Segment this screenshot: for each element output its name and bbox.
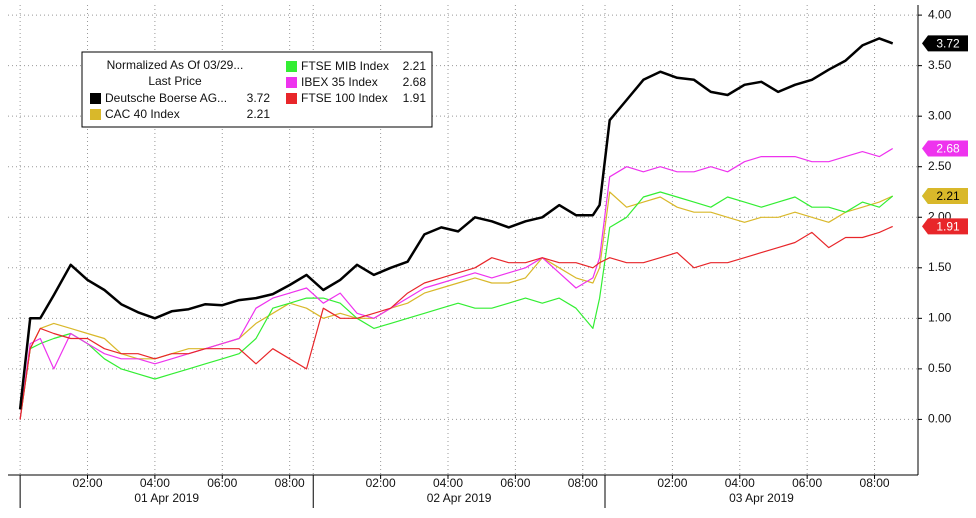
- legend-value: 1.91: [403, 91, 427, 105]
- series-line: [19, 225, 893, 420]
- value-tag-label: 2.68: [936, 142, 960, 156]
- day-label: 01 Apr 2019: [134, 491, 199, 505]
- x-tick-label: 02:00: [72, 476, 102, 490]
- y-tick-label: 4.00: [928, 7, 952, 21]
- x-tick-label: 08:00: [568, 476, 598, 490]
- x-tick-label: 04:00: [725, 476, 755, 490]
- legend-box: [81, 51, 433, 128]
- series-line: [19, 147, 894, 420]
- legend-label: FTSE MIB Index: [301, 59, 389, 73]
- value-tag: [922, 218, 968, 235]
- value-tag-label: 1.91: [936, 220, 960, 234]
- day-label: 03 Apr 2019: [729, 491, 794, 505]
- y-tick-label: 3.00: [928, 108, 952, 122]
- value-tag-label: 2.21: [936, 189, 960, 203]
- legend: Normalized As Of 03/29... Last Price Deuts…: [81, 51, 433, 128]
- legend-swatch: [286, 93, 297, 104]
- legend-swatch: [90, 109, 101, 120]
- legend-label: CAC 40 Index: [105, 107, 180, 121]
- x-tick-label: 06:00: [500, 476, 530, 490]
- y-tick-label: 1.00: [928, 311, 952, 325]
- legend-value: 2.21: [403, 59, 427, 73]
- x-tick-label: 02:00: [657, 476, 687, 490]
- legend-label: Deutsche Boerse AG...: [105, 91, 227, 105]
- value-tag: [922, 140, 968, 157]
- y-tick-label: 3.50: [928, 58, 952, 72]
- legend-title: Last Price: [148, 74, 202, 88]
- series-line: [18, 37, 894, 410]
- y-tick-label: 0.50: [928, 361, 952, 375]
- x-tick-label: 06:00: [792, 476, 822, 490]
- x-tick-label: 08:00: [860, 476, 890, 490]
- y-tick-label: 2.50: [928, 159, 952, 173]
- x-tick-label: 04:00: [433, 476, 463, 490]
- x-tick-label: 08:00: [275, 476, 305, 490]
- y-tick-label: 0.00: [928, 412, 952, 426]
- legend-value: 2.21: [247, 107, 271, 121]
- legend-swatch: [286, 61, 297, 72]
- legend-title: Normalized As Of 03/29...: [107, 58, 244, 72]
- value-tag: [922, 188, 968, 205]
- y-tick-label: 1.50: [928, 260, 952, 274]
- legend-swatch: [90, 93, 101, 104]
- legend-label: IBEX 35 Index: [301, 75, 378, 89]
- legend-swatch: [286, 77, 297, 88]
- series-line: [19, 191, 894, 420]
- legend-label: FTSE 100 Index: [301, 91, 388, 105]
- x-tick-label: 02:00: [366, 476, 396, 490]
- x-tick-label: 06:00: [207, 476, 237, 490]
- legend-value: 3.72: [247, 91, 271, 105]
- value-tag: [922, 35, 968, 52]
- legend-value: 2.68: [403, 75, 427, 89]
- day-label: 02 Apr 2019: [427, 491, 492, 505]
- value-tag-label: 3.72: [936, 37, 960, 51]
- x-tick-label: 04:00: [140, 476, 170, 490]
